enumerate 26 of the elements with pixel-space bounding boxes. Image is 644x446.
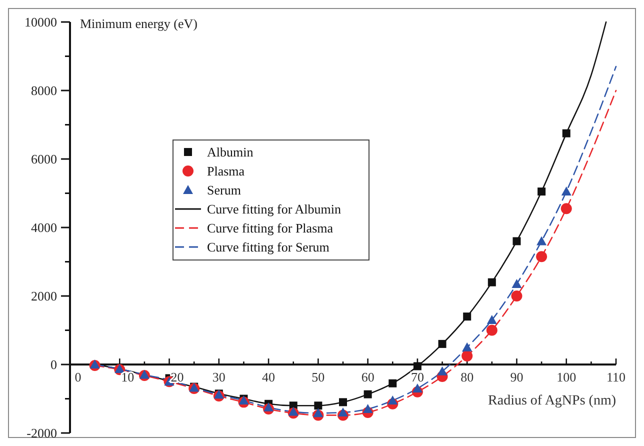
x-tick-label: 50	[312, 370, 325, 384]
legend-label: Albumin	[207, 144, 254, 160]
legend-label: Plasma	[207, 164, 245, 179]
x-tick-label: 10	[121, 370, 134, 384]
legend-label: Curve fitting for Albumin	[207, 202, 342, 217]
y-tick-label: 0	[50, 357, 57, 372]
x-tick-label: 100	[556, 370, 576, 384]
y-tick-label: 2000	[31, 288, 57, 304]
x-tick-label: 90	[510, 370, 524, 384]
x-tick-label: 30	[212, 370, 226, 384]
y-tick-label: 10000	[24, 14, 57, 30]
y-tick-label: 6000	[31, 152, 57, 167]
x-tick-label: 60	[361, 370, 374, 384]
y-tick-label: 8000	[31, 83, 57, 98]
x-tick-label: 80	[460, 370, 474, 384]
x-tick-label: 110	[606, 370, 626, 384]
x-tick-label: 40	[262, 370, 276, 384]
legend-label: Serum	[207, 182, 241, 198]
y-axis-title: Minimum energy (eV)	[80, 16, 198, 31]
x-tick-label: 70	[410, 370, 424, 384]
x-axis-title: Radius of AgNPs (nm)	[488, 394, 616, 408]
legend-label: Curve fitting for Serum	[207, 240, 330, 255]
y-tick-label: -2000	[26, 426, 57, 441]
y-tick-label: 4000	[31, 220, 57, 236]
x-tick-label: 0	[74, 370, 82, 384]
legend-label: Curve fitting for Plasma	[207, 220, 334, 236]
